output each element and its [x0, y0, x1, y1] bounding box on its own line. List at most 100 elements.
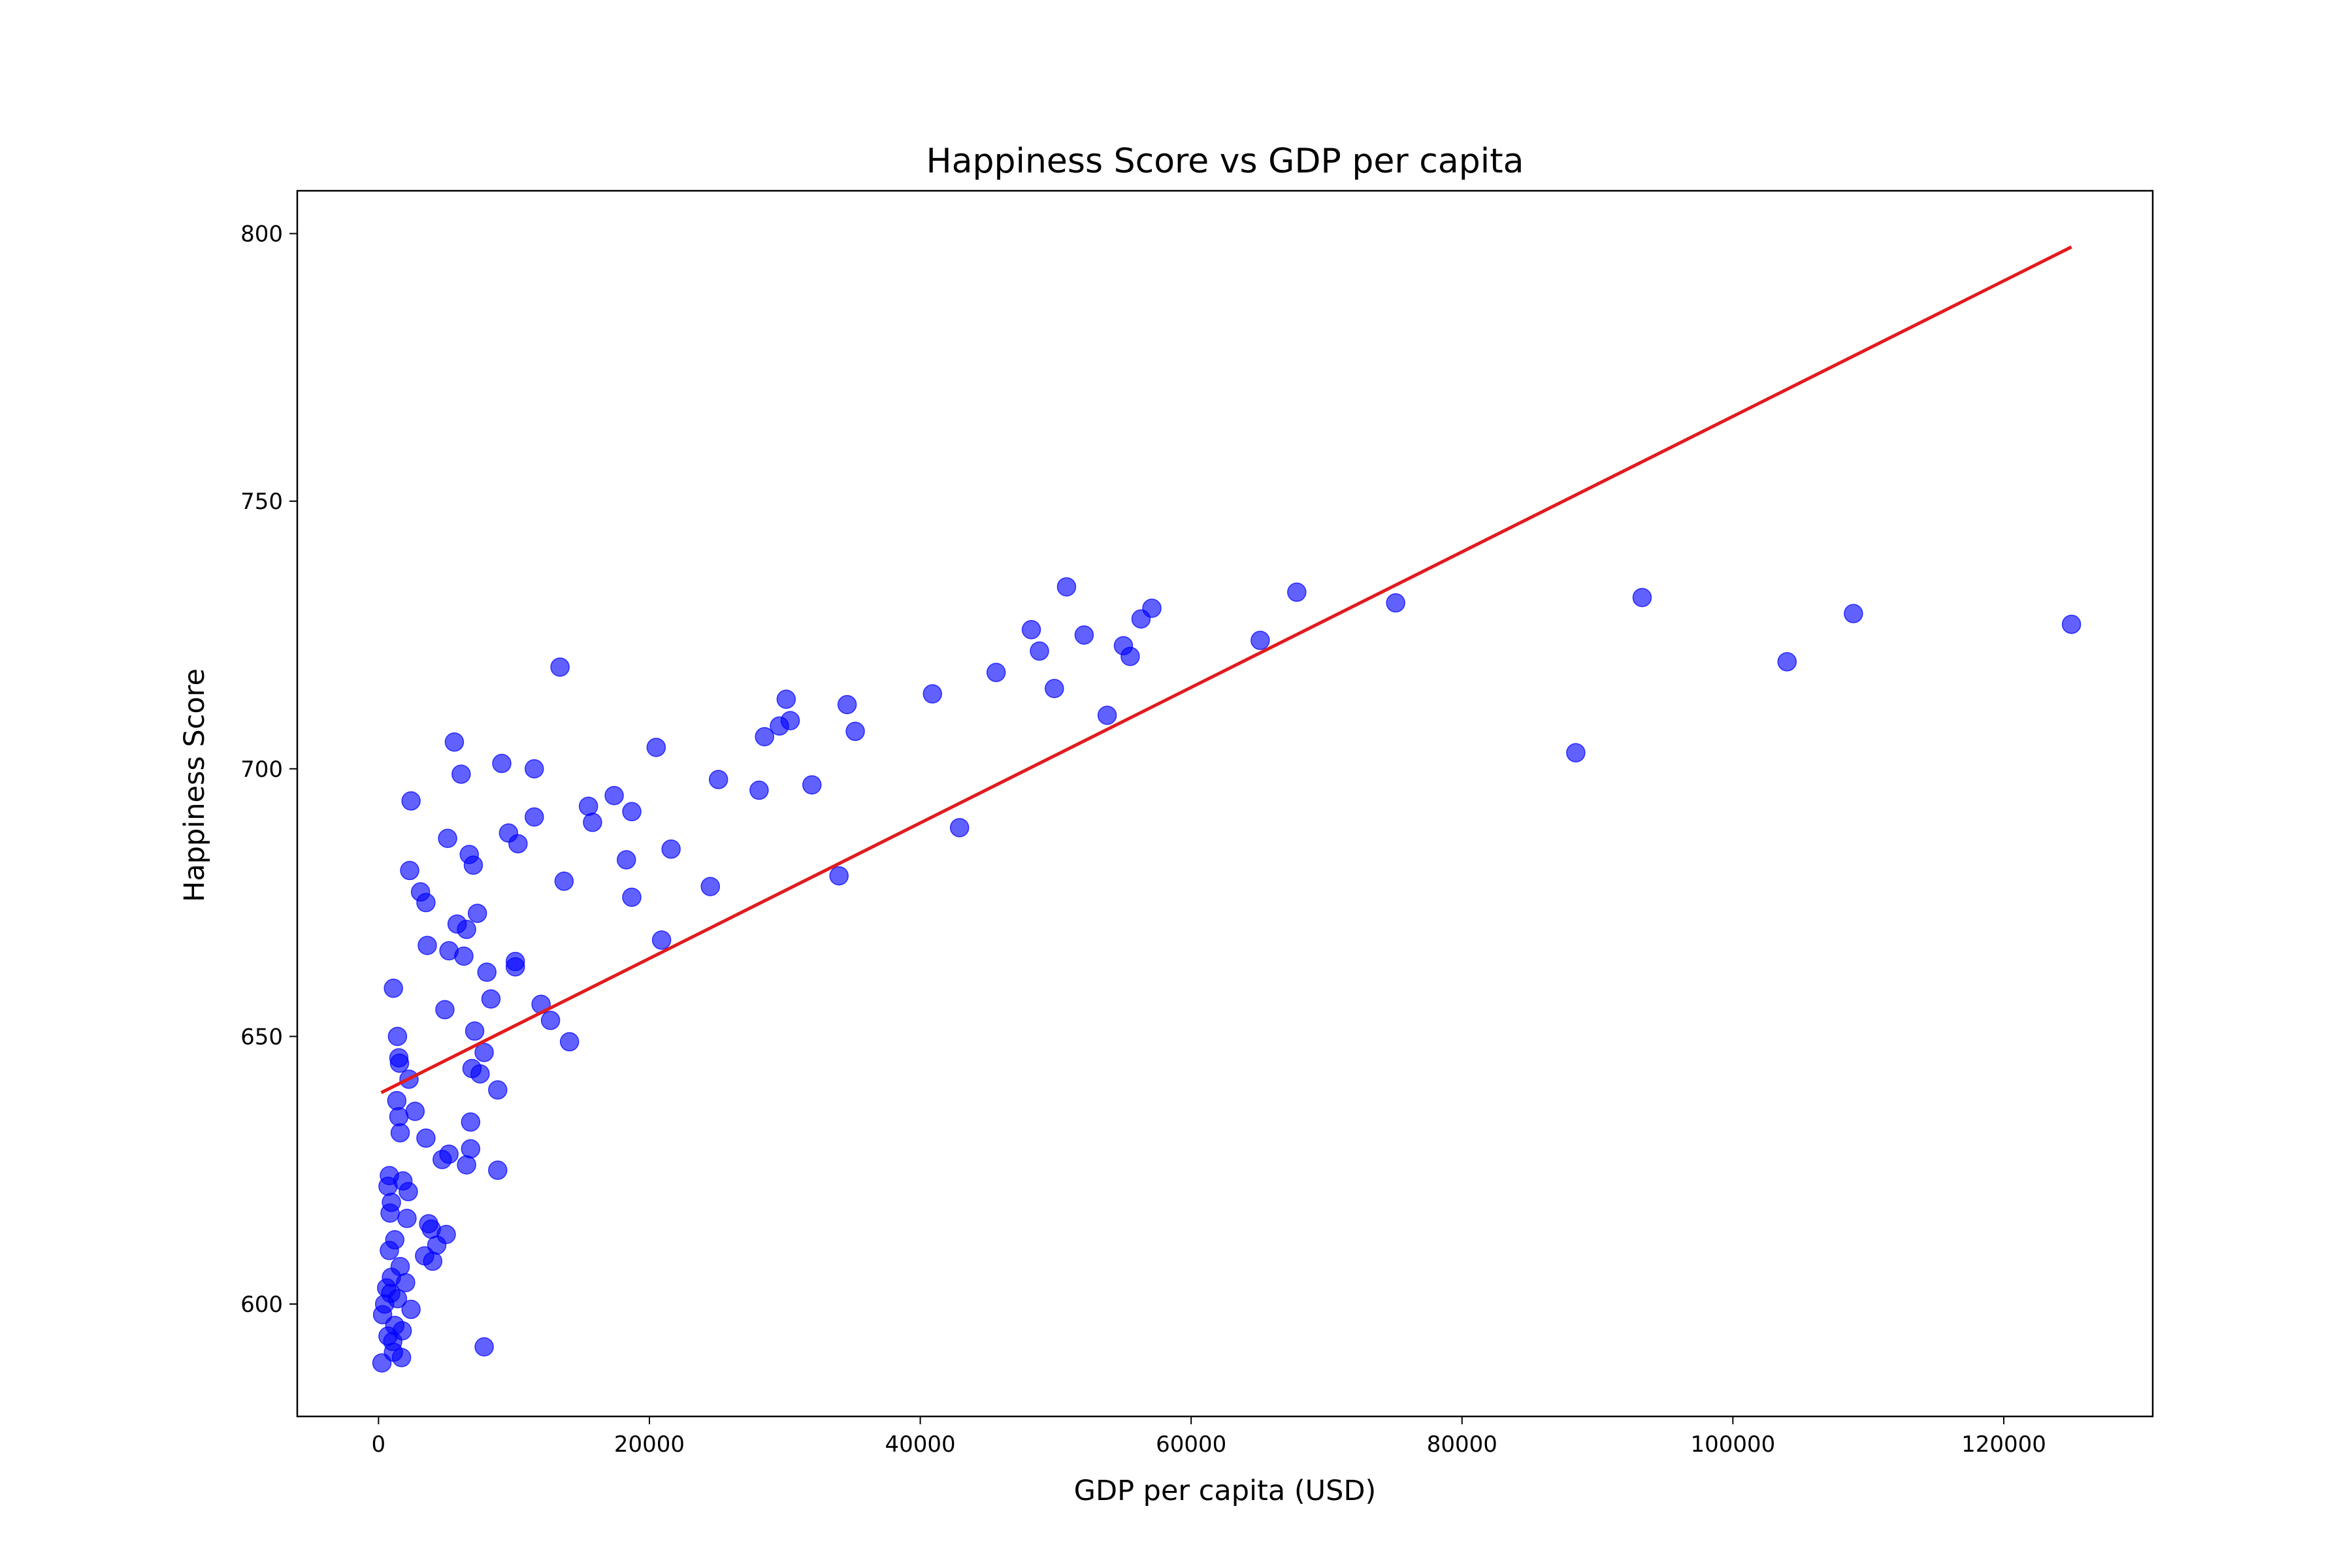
data-point	[439, 1144, 459, 1164]
x-tick-label: 60000	[1156, 1431, 1226, 1458]
data-point	[661, 839, 681, 859]
data-point	[1097, 706, 1117, 725]
data-point	[700, 877, 721, 896]
axes-frame	[296, 189, 2154, 1418]
data-point	[423, 1251, 443, 1271]
plot-area	[296, 189, 2154, 1418]
x-axis-label: GDP per capita (USD)	[1074, 1475, 1377, 1507]
data-point	[405, 1102, 425, 1121]
data-point	[416, 1128, 436, 1148]
y-tick-label: 800	[240, 221, 283, 248]
data-point	[540, 1011, 561, 1030]
data-point	[616, 850, 636, 870]
data-point	[457, 919, 476, 939]
data-point	[1120, 646, 1140, 666]
data-point	[1030, 641, 1049, 661]
data-point	[416, 892, 436, 913]
data-point	[461, 1112, 481, 1132]
data-point	[488, 1160, 508, 1180]
data-point	[474, 1043, 494, 1062]
data-point	[554, 872, 574, 891]
data-point	[1386, 593, 1405, 613]
y-tick-label: 600	[240, 1292, 283, 1318]
data-point	[949, 818, 970, 838]
data-point	[550, 657, 570, 677]
data-point	[1021, 620, 1041, 640]
data-point	[986, 662, 1006, 683]
data-point	[525, 807, 544, 827]
data-point	[578, 796, 598, 816]
data-point	[802, 775, 822, 795]
data-point	[708, 770, 728, 789]
data-point	[2061, 614, 2082, 634]
data-point	[467, 904, 487, 923]
x-axis-ticks: 0 20000 40000 60000 80000 100000 120000	[372, 1416, 2046, 1458]
data-point	[401, 791, 421, 811]
data-point	[506, 957, 525, 977]
data-point	[436, 1224, 456, 1245]
data-point	[387, 1090, 407, 1111]
data-point	[749, 780, 769, 800]
data-point	[651, 930, 672, 950]
data-point	[397, 1209, 417, 1228]
data-point	[829, 866, 849, 886]
y-tick-label: 700	[240, 757, 283, 783]
data-point	[465, 1021, 485, 1041]
data-point	[385, 1230, 405, 1250]
trend-line	[380, 245, 2072, 1094]
data-point	[382, 1192, 401, 1213]
data-point	[1250, 630, 1270, 650]
data-point	[646, 738, 666, 757]
data-point	[481, 989, 501, 1009]
data-point	[387, 1289, 408, 1309]
data-point	[1142, 598, 1162, 618]
x-tick-label: 0	[372, 1431, 386, 1458]
data-point	[845, 721, 865, 742]
data-point	[755, 727, 774, 747]
data-point	[391, 1348, 412, 1367]
data-points	[372, 577, 2082, 1373]
data-point	[492, 753, 512, 774]
data-point	[776, 689, 796, 710]
data-point	[559, 1032, 580, 1052]
data-point	[401, 1299, 421, 1319]
data-point	[604, 785, 624, 806]
data-point	[837, 694, 857, 715]
data-point	[399, 1182, 418, 1201]
data-point	[457, 1155, 476, 1175]
data-point	[384, 978, 403, 998]
data-point	[622, 887, 642, 907]
data-point	[1287, 582, 1307, 602]
data-point	[477, 962, 497, 982]
data-point	[438, 828, 457, 848]
data-point	[1045, 679, 1064, 698]
x-tick-label: 80000	[1427, 1431, 1497, 1458]
data-point	[1777, 652, 1797, 672]
data-point	[1632, 587, 1652, 608]
data-point	[389, 1107, 409, 1126]
data-point	[400, 860, 419, 881]
y-axis-ticks: 600 650 700 750 800	[240, 221, 297, 1318]
y-tick-label: 750	[240, 489, 283, 515]
y-tick-label: 650	[240, 1024, 283, 1050]
data-point	[1566, 743, 1586, 762]
data-point	[387, 1026, 408, 1047]
data-point	[780, 711, 800, 730]
x-tick-label: 40000	[885, 1431, 955, 1458]
data-point	[389, 1053, 410, 1073]
data-point	[435, 1000, 455, 1020]
x-tick-label: 100000	[1690, 1431, 1775, 1458]
data-point	[390, 1123, 410, 1143]
chart-title: Happiness Score vs GDP per capita	[926, 142, 1524, 181]
data-point	[474, 1337, 494, 1357]
data-point	[1056, 577, 1077, 596]
data-point	[488, 1080, 508, 1100]
x-tick-label: 20000	[614, 1431, 685, 1458]
x-tick-label: 120000	[1961, 1431, 2046, 1458]
data-point	[463, 855, 483, 875]
data-point	[622, 802, 642, 822]
data-point	[396, 1273, 416, 1292]
data-point	[444, 732, 465, 752]
data-point	[417, 936, 437, 955]
